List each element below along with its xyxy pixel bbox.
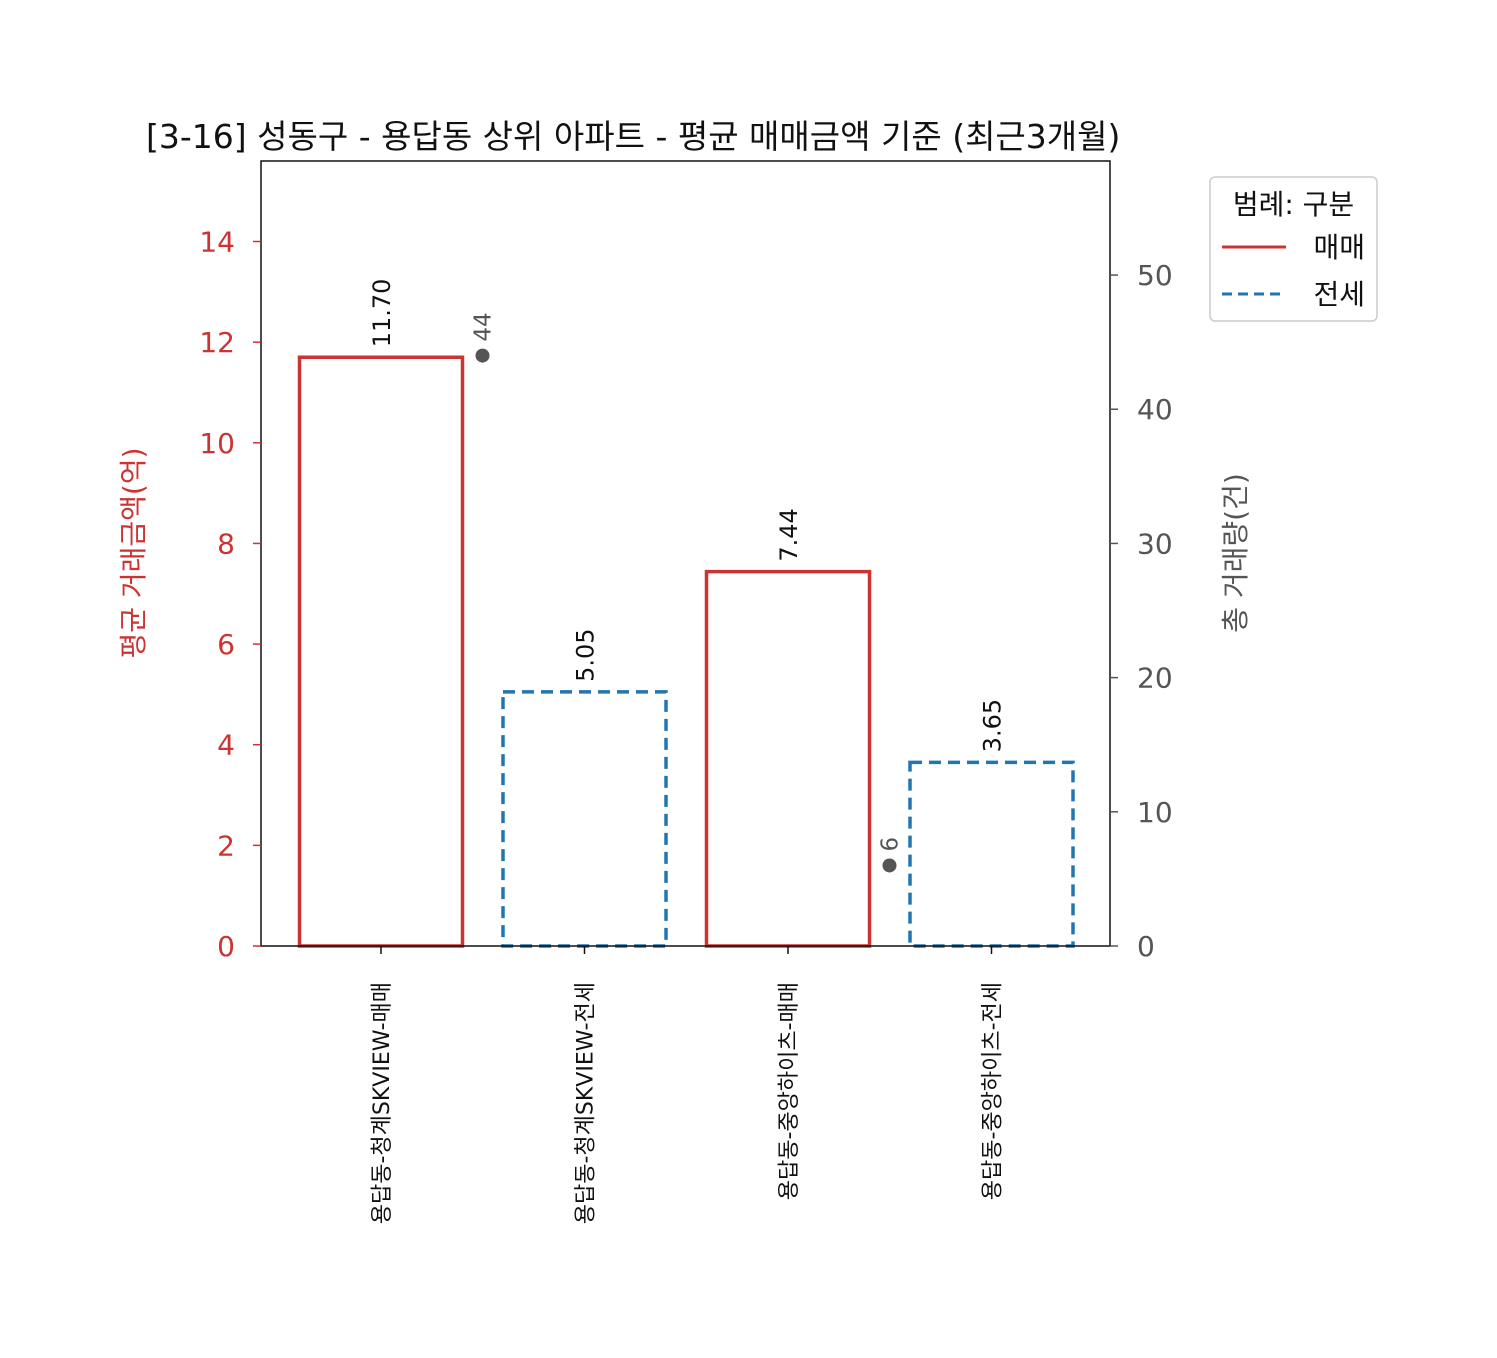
- legend-box: [1209, 176, 1378, 322]
- y-tick-label: 10: [199, 427, 235, 460]
- count-marker: [475, 348, 490, 363]
- x-tick-label: 용답동-청계SKVIEW-매매: [370, 982, 395, 1224]
- x-tick-label: 용답동-중앙하이츠-전세: [981, 982, 1006, 1200]
- bar-sale: [704, 569, 872, 948]
- y2-tick-label: 10: [1137, 796, 1173, 829]
- x-tick-label: 용답동-중앙하이츠-매매: [777, 982, 802, 1200]
- y-tick-label: 12: [199, 326, 235, 359]
- y2-axis-label: 총 거래량(건): [1219, 473, 1252, 633]
- y-tick-label: 6: [217, 628, 235, 661]
- plot-frame: [260, 160, 1111, 947]
- y2-tick-label: 30: [1137, 527, 1173, 560]
- x-tick-label: 용답동-청계SKVIEW-전세: [574, 982, 599, 1224]
- legend-label: 매매: [1313, 231, 1365, 264]
- bar-jeonse: [908, 760, 1075, 948]
- bar-value-label: 5.05: [572, 628, 600, 681]
- y2-tick-label: 50: [1137, 259, 1173, 292]
- bar-value-label: 11.70: [368, 279, 396, 348]
- plot-area: 11.70 용답동-청계SKVIEW-매매 5.05 용답동-청계SKVIEW-전세 7…: [199, 160, 1173, 1224]
- y-axis-label: 평균 거래금액(억): [117, 447, 150, 658]
- legend-title: 범례: 구분: [1233, 188, 1354, 221]
- y-tick-label: 0: [217, 930, 235, 963]
- count-label: 44: [471, 312, 497, 341]
- y2-tick-label: 40: [1137, 393, 1173, 426]
- y-tick-label: 4: [217, 729, 235, 762]
- bar-value-label: 3.65: [979, 699, 1007, 752]
- y2-tick-label: 0: [1137, 930, 1155, 963]
- y2-tick-label: 20: [1137, 662, 1173, 695]
- count-marker: [882, 858, 897, 873]
- chart-title: [3-16] 성동구 - 용답동 상위 아파트 - 평균 매매금액 기준 (최근…: [146, 117, 1120, 156]
- bar-value-label: 7.44: [775, 508, 803, 561]
- y-tick-label: 14: [199, 226, 235, 259]
- legend-label: 전세: [1313, 278, 1365, 311]
- count-label: 6: [878, 837, 904, 852]
- bar-sale: [297, 355, 465, 948]
- y-tick-label: 8: [217, 527, 235, 560]
- y-tick-label: 2: [217, 829, 235, 862]
- bar-jeonse: [501, 690, 668, 948]
